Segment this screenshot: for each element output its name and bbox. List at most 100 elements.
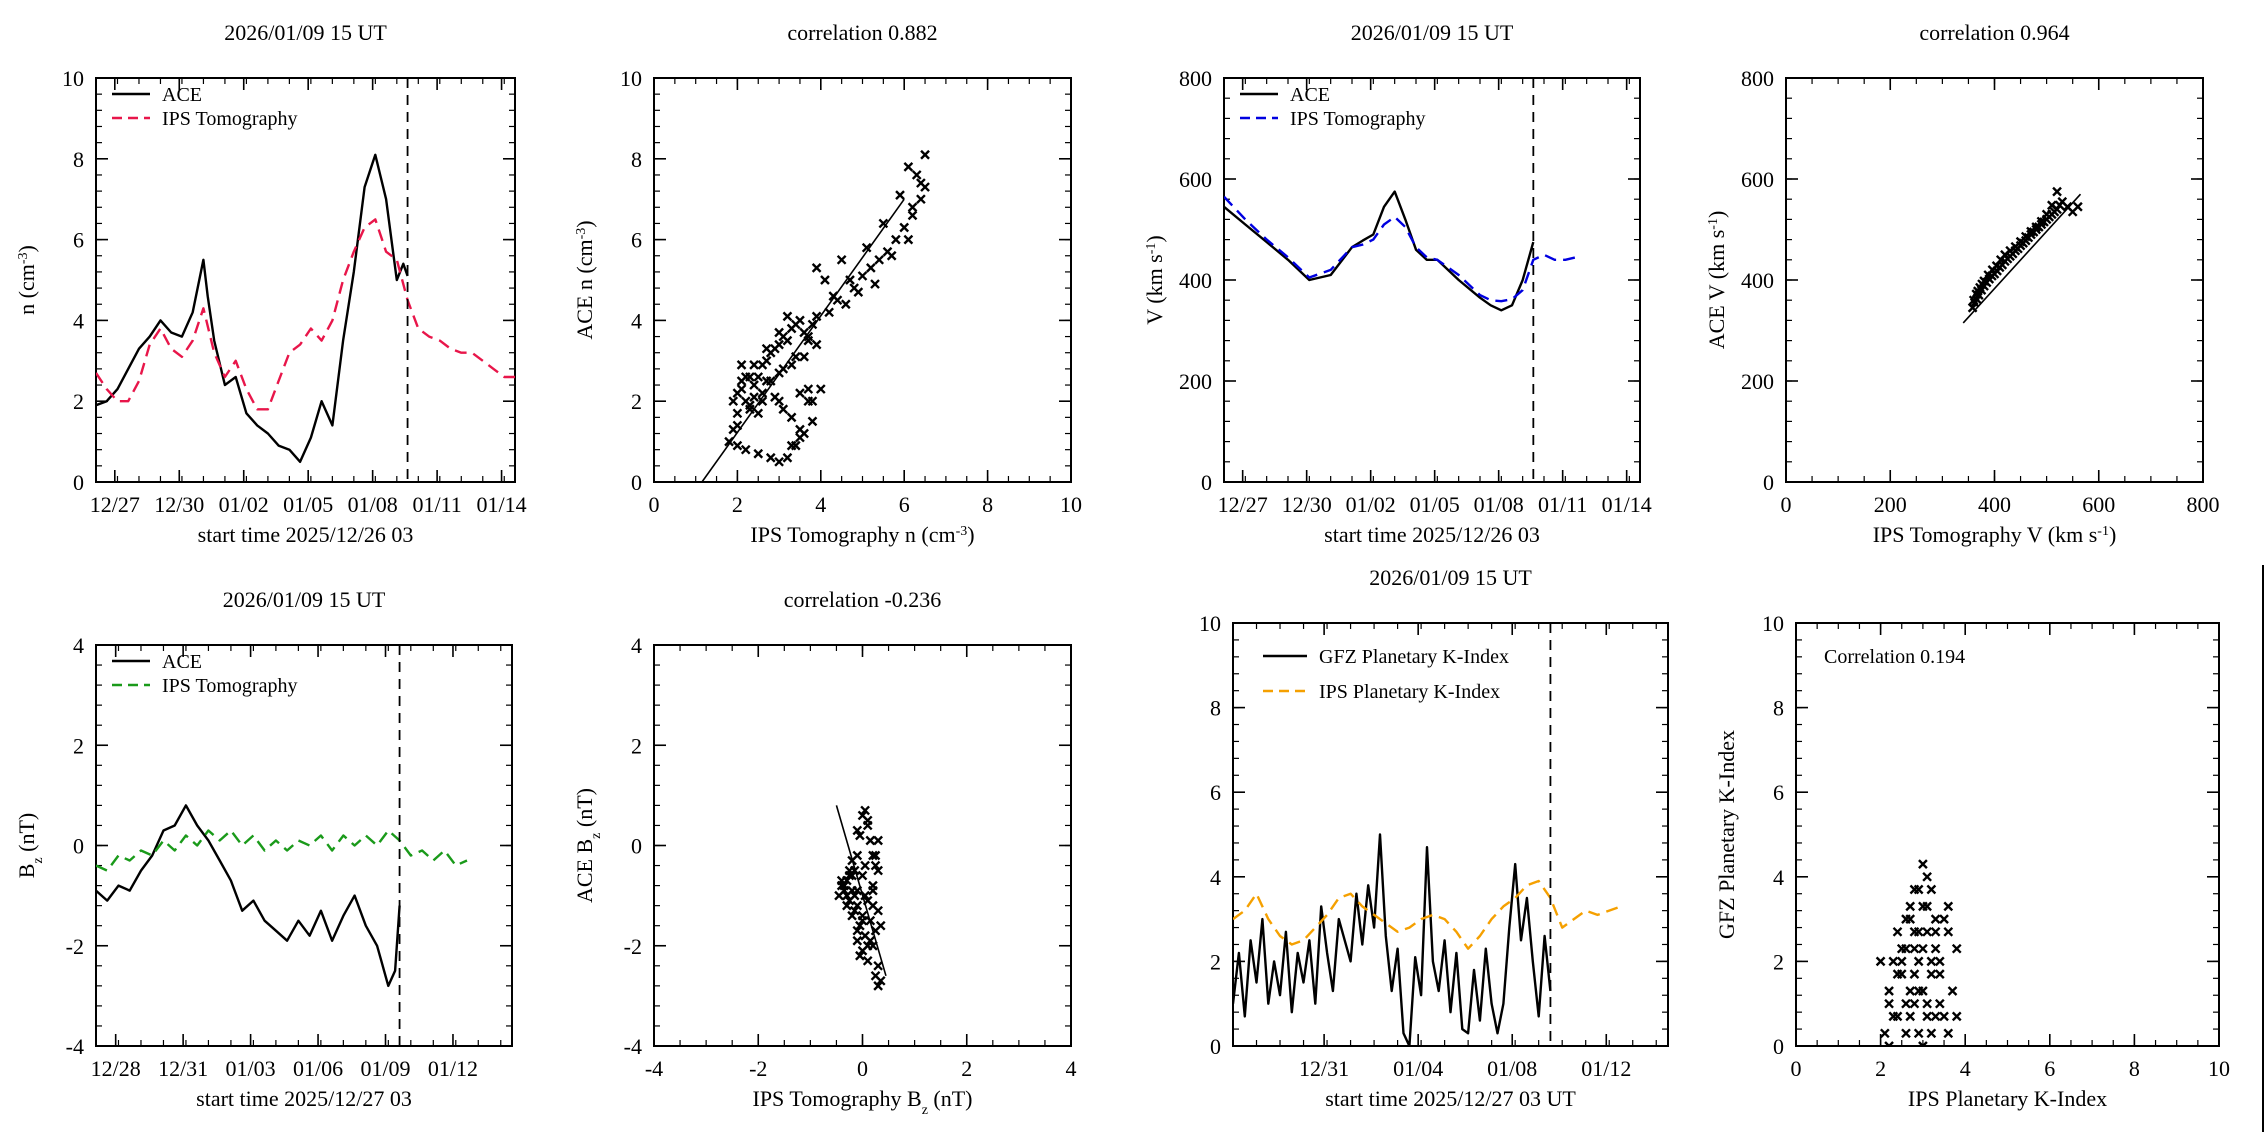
scatter-point [1922,998,1932,1009]
y-tick-label: 8 [631,147,642,172]
scatter-point [1951,943,1962,954]
chart-title: 2026/01/09 15 UT [1351,20,1514,45]
scatter-point [1934,969,1945,979]
scatter-point [836,254,847,265]
scatter-point [1892,969,1903,979]
scatter-point [2052,186,2062,197]
y-tick-label: 2 [631,389,642,414]
x-tick-label: 6 [899,492,910,517]
chart-title: 2026/01/09 15 UT [223,587,386,612]
x-tick-label: 01/05 [283,492,333,517]
scatter-point [753,408,764,419]
legend-label: IPS Planetary K-Index [1319,681,1500,703]
scatter-point [874,254,885,265]
scatter-point [761,355,772,366]
y-tick-label: 2 [1210,949,1221,974]
scatter-point [847,855,857,866]
x-tick-label: 01/11 [412,492,461,517]
scatter-point [849,905,860,916]
scatter-point [1875,956,1886,967]
scatter-point [790,351,801,362]
plot-frame [1795,622,2220,1047]
y-tick-label: -2 [624,934,642,959]
scatter-point [847,910,857,921]
scatter-point [852,885,863,896]
scatter-point [861,242,872,253]
x-tick-label: 01/02 [219,492,269,517]
series-line-model [96,218,515,411]
scatter-point [891,234,901,245]
x-tick-label: 4 [1960,1056,1971,1081]
scatter-point [1934,956,1945,967]
scatter-point [1905,986,1916,996]
y-tick-label: 8 [1210,696,1221,721]
legend-label: ACE [162,651,202,673]
y-axis-label: n (cm-3) [14,245,39,315]
scatter-point [1930,914,1941,924]
y-tick-label: 0 [73,470,84,495]
y-tick-label: 0 [1763,470,1774,495]
scatter-point [1943,1028,1954,1039]
y-tick-label: 4 [631,308,642,333]
scatter-point [774,339,784,350]
scatter-point [1918,943,1928,954]
y-tick-label: 600 [1179,167,1212,192]
scatter-point [836,875,847,886]
fit-line [701,198,905,482]
y-tick-label: 6 [1773,780,1784,805]
x-tick-label: 01/06 [293,1056,343,1081]
scatter-point [842,900,852,911]
x-axis-label: start time 2025/12/27 03 UT [1325,1086,1576,1111]
scatter-point [895,190,905,201]
panel-p2: 0 2 4 6 8 10 0 2 4 6 8 10 correlation 0.882 IPS Tomog… [572,20,1082,547]
series-line-observed [96,153,409,463]
y-tick-label: -4 [66,1034,84,1059]
scatter-point [757,388,768,398]
panel-p5: 12/28 12/31 01/03 01/06 01/09 01/12 -4 -2 0 2 4 202… [14,587,513,1111]
y-axis-label: ACE n (cm-3) [572,220,597,339]
x-tick-label: 10 [2208,1056,2230,1081]
scatter-point [844,865,855,876]
y-tick-label: 8 [1773,696,1784,721]
panel-p6: -4 -2 0 2 4 -4 -2 0 2 4 correlation -0.236 IPS Tomo… [572,587,1077,1118]
scatter-point [907,202,918,213]
scatter-point [765,452,776,463]
x-tick-label: 01/09 [360,1056,410,1081]
scatter-point [1943,926,1954,937]
scatter-point [857,915,868,926]
y-tick-label: 200 [1741,369,1774,394]
scatter-point [811,311,822,322]
scatter-point [855,950,865,961]
x-tick-label: 2 [961,1056,972,1081]
scatter-point [868,850,878,861]
chart-title: 2026/01/09 15 UT [224,20,387,45]
scatter-point [1926,969,1937,979]
scatter-point [870,970,881,981]
scatter-point [2036,216,2047,227]
x-tick-label: 12/27 [90,492,140,517]
plot-area [1224,190,1577,312]
series-line-observed [1224,190,1535,312]
scatter-point [878,218,889,229]
scatter-point [870,279,880,289]
y-tick-label: 2 [631,733,642,758]
scatter-point [1947,986,1958,996]
scatter-point [786,412,797,423]
chart-title: correlation 0.882 [787,20,937,45]
scatter-point [774,456,784,467]
x-tick-label: -4 [645,1056,663,1081]
scatter-point [2041,209,2052,220]
chart-title: 2026/01/09 15 UT [1369,565,1532,590]
legend-label: IPS Tomography [1290,108,1425,130]
x-tick-label: 0 [857,1056,868,1081]
scatter-point [852,900,863,911]
x-tick-label: 0 [1791,1056,1802,1081]
scatter-point [803,384,814,394]
plot-area [701,149,930,482]
scatter-point [1901,914,1911,924]
y-axis-label: GFZ Planetary K-Index [1714,730,1739,939]
scatter-point [865,263,876,273]
scatter-point [855,830,865,841]
scatter-point [778,364,789,374]
